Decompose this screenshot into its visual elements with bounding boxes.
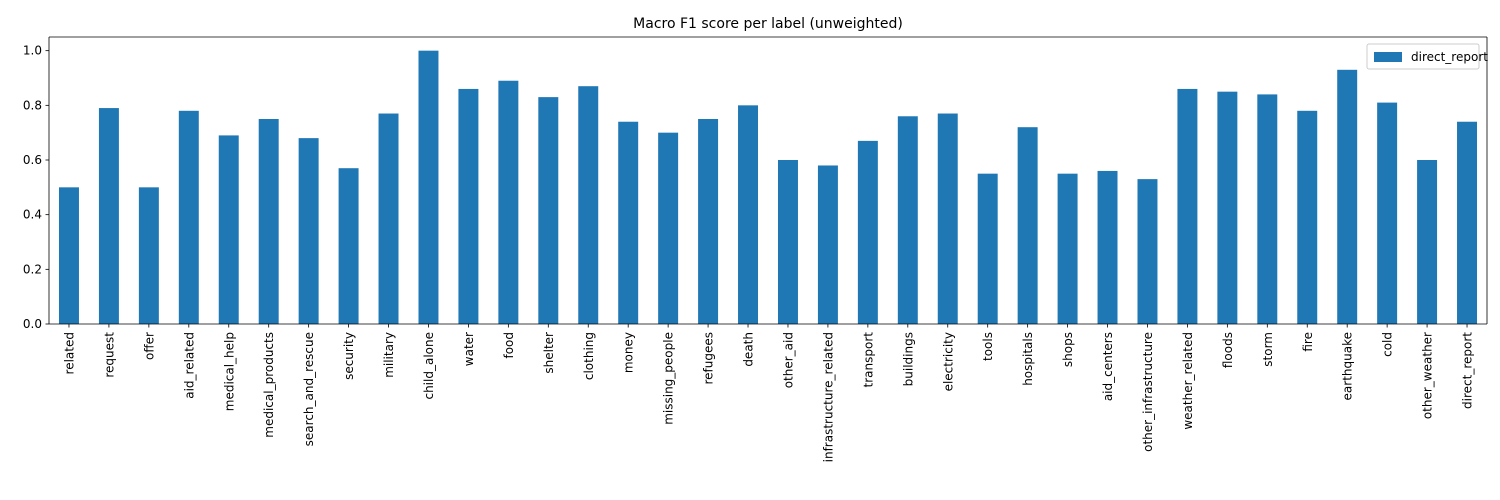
- bar-transport: [857, 140, 878, 324]
- x-tick-label-other-infrastructure: other_infrastructure: [1141, 332, 1155, 452]
- x-tick-label-security: security: [342, 332, 356, 380]
- x-tick-label-clothing: clothing: [582, 332, 596, 380]
- x-tick-label-infrastructure-related: infrastructure_related: [821, 332, 835, 462]
- x-tick-label-medical-help: medical_help: [222, 332, 236, 411]
- bar-hospitals: [1017, 127, 1038, 324]
- x-tick-label-other-aid: other_aid: [781, 332, 795, 388]
- x-tick-label-missing-people: missing_people: [662, 332, 676, 425]
- bar-other-aid: [777, 160, 798, 324]
- legend: direct_report: [1366, 43, 1488, 70]
- bar-death: [738, 105, 759, 324]
- bar-request: [98, 108, 119, 324]
- bar-weather-related: [1177, 88, 1198, 325]
- bar-floods: [1217, 91, 1238, 324]
- bar-other-infrastructure: [1137, 179, 1158, 324]
- x-tick-label-floods: floods: [1221, 332, 1235, 368]
- bar-missing-people: [658, 132, 679, 324]
- bar-medical-help: [218, 135, 239, 324]
- bar-food: [498, 80, 519, 324]
- x-tick-label-cold: cold: [1381, 332, 1395, 357]
- x-tick-label-military: military: [382, 332, 396, 378]
- bar-fire: [1297, 110, 1318, 324]
- x-tick-label-search-and-rescue: search_and_rescue: [302, 332, 316, 446]
- y-tick-label: 1.0: [23, 44, 42, 58]
- x-tick-label-death: death: [742, 332, 756, 367]
- x-ticks-group: related request offer aid_related medical_he…: [62, 324, 1475, 462]
- chart-title: Macro F1 score per label (unweighted): [633, 16, 903, 32]
- bar-electricity: [937, 113, 958, 324]
- bar-aid-related: [178, 110, 199, 324]
- x-tick-label-electricity: electricity: [941, 332, 955, 391]
- y-ticks-group: 0.0 0.2 0.4 0.6 0.8 1.0: [23, 44, 49, 331]
- x-tick-label-hospitals: hospitals: [1021, 332, 1035, 386]
- bar-child-alone: [418, 50, 439, 325]
- x-tick-label-direct-report: direct_report: [1461, 332, 1475, 409]
- bar-offer: [138, 187, 159, 324]
- bar-shops: [1057, 173, 1078, 324]
- x-tick-label-child-alone: child_alone: [422, 332, 436, 400]
- bar-aid-centers: [1097, 170, 1118, 324]
- bar-cold: [1377, 102, 1398, 324]
- bar-buildings: [897, 116, 918, 325]
- bar-storm: [1257, 94, 1278, 325]
- y-tick-label: 0.6: [23, 153, 42, 167]
- bar-shelter: [538, 97, 559, 324]
- axes-group: [48, 36, 1488, 325]
- x-tick-label-aid-centers: aid_centers: [1101, 332, 1115, 401]
- x-tick-label-earthquake: earthquake: [1341, 332, 1355, 400]
- bars-group: [58, 50, 1478, 325]
- bar-medical-products: [258, 119, 279, 324]
- x-tick-label-refugees: refugees: [702, 332, 716, 385]
- bar-earthquake: [1337, 69, 1358, 324]
- bar-military: [378, 113, 399, 324]
- bar-security: [338, 168, 359, 324]
- y-tick-label: 0.4: [23, 208, 42, 222]
- legend-label: direct_report: [1411, 50, 1488, 64]
- y-tick-label: 0.2: [23, 262, 42, 276]
- bar-infrastructure-related: [817, 165, 838, 324]
- bar-search-and-rescue: [298, 138, 319, 324]
- bar-other-weather: [1417, 160, 1438, 324]
- legend-swatch: [1374, 52, 1402, 62]
- y-tick-label: 0.8: [23, 98, 42, 112]
- x-tick-label-request: request: [102, 332, 116, 378]
- x-tick-label-fire: fire: [1301, 332, 1315, 352]
- x-tick-label-shops: shops: [1061, 332, 1075, 367]
- x-tick-label-weather-related: weather_related: [1181, 332, 1195, 430]
- x-tick-label-transport: transport: [861, 332, 875, 388]
- x-tick-label-aid-related: aid_related: [182, 332, 196, 399]
- y-tick-label: 0.0: [23, 317, 42, 331]
- x-tick-label-shelter: shelter: [542, 332, 556, 374]
- bar-refugees: [698, 119, 719, 324]
- x-tick-label-related: related: [62, 332, 76, 374]
- x-tick-label-medical-products: medical_products: [262, 332, 276, 438]
- x-tick-label-storm: storm: [1261, 332, 1275, 367]
- bar-direct-report: [1457, 121, 1478, 324]
- x-tick-label-food: food: [502, 332, 516, 359]
- x-tick-label-offer: offer: [142, 332, 156, 360]
- x-tick-label-other-weather: other_weather: [1421, 332, 1435, 419]
- bar-money: [618, 121, 639, 324]
- x-tick-label-water: water: [462, 332, 476, 366]
- bar-related: [58, 187, 79, 324]
- x-tick-label-buildings: buildings: [901, 332, 915, 386]
- bar-clothing: [578, 86, 599, 324]
- legend-frame: [1366, 43, 1480, 70]
- x-tick-label-tools: tools: [981, 332, 995, 361]
- bar-tools: [977, 173, 998, 324]
- x-tick-label-money: money: [622, 332, 636, 373]
- bar-water: [458, 88, 479, 325]
